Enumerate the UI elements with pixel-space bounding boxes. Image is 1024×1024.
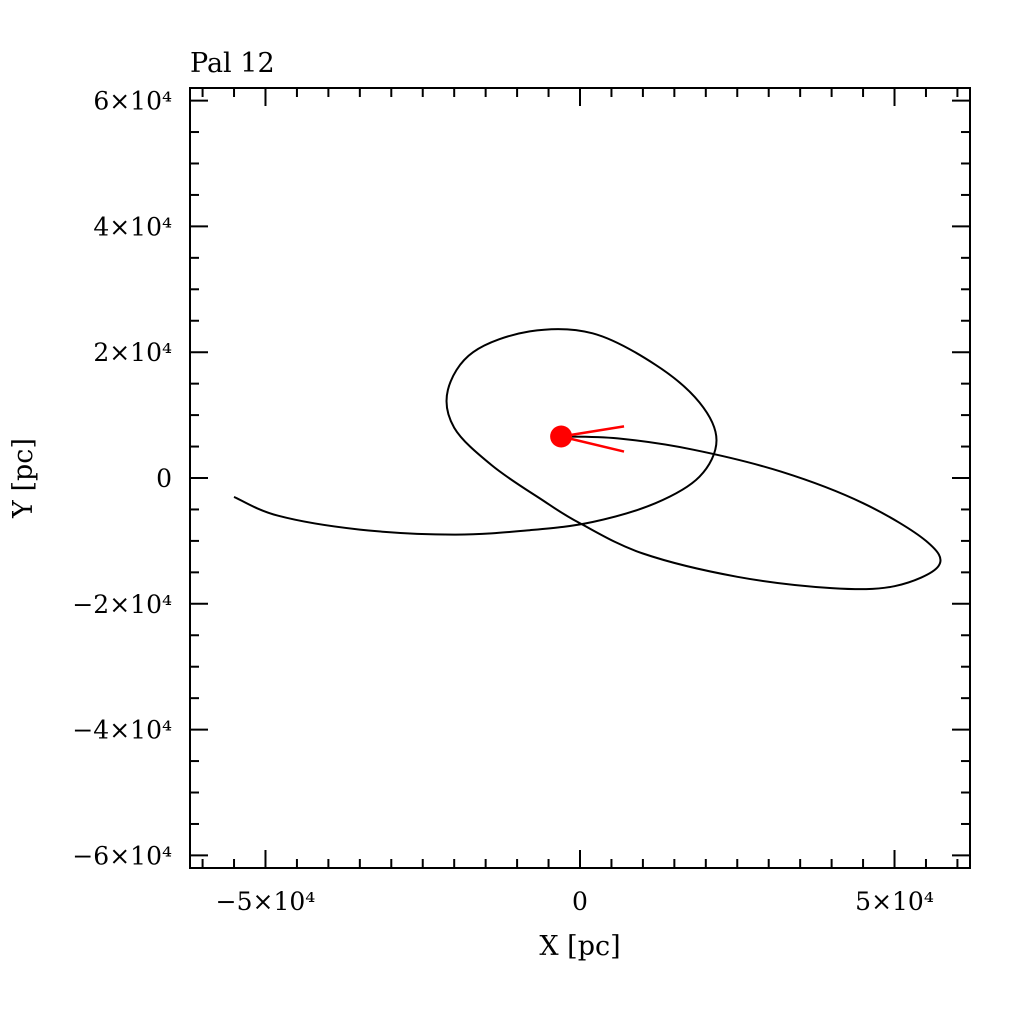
plot-frame <box>189 87 971 869</box>
y-tick-label: −4×10⁴ <box>72 716 172 745</box>
orbit-line <box>233 328 942 591</box>
x-axis-label: X [pc] <box>539 931 620 962</box>
current-position-marker <box>550 425 573 448</box>
x-tick-label: −5×10⁴ <box>216 887 316 916</box>
y-tick-label: −6×10⁴ <box>72 841 172 870</box>
y-tick-label: 2×10⁴ <box>93 338 172 367</box>
y-axis-label: Y [pc] <box>8 438 39 519</box>
y-tick-label: 4×10⁴ <box>93 212 172 241</box>
x-tick-label: 0 <box>572 887 588 916</box>
minor-ticks <box>190 88 970 868</box>
y-tick-label: −2×10⁴ <box>72 590 172 619</box>
chart-title: Pal 12 <box>190 48 275 79</box>
major-ticks <box>190 88 970 868</box>
tick-labels: −5×10⁴ 0 5×10⁴ 6×10⁴ 4×10⁴ 2×10⁴ 0 −2×10⁴ −4×10⁴… <box>72 87 934 916</box>
x-tick-label: 5×10⁴ <box>855 887 934 916</box>
y-tick-label: 0 <box>156 464 172 493</box>
y-tick-label: 6×10⁴ <box>93 87 172 116</box>
